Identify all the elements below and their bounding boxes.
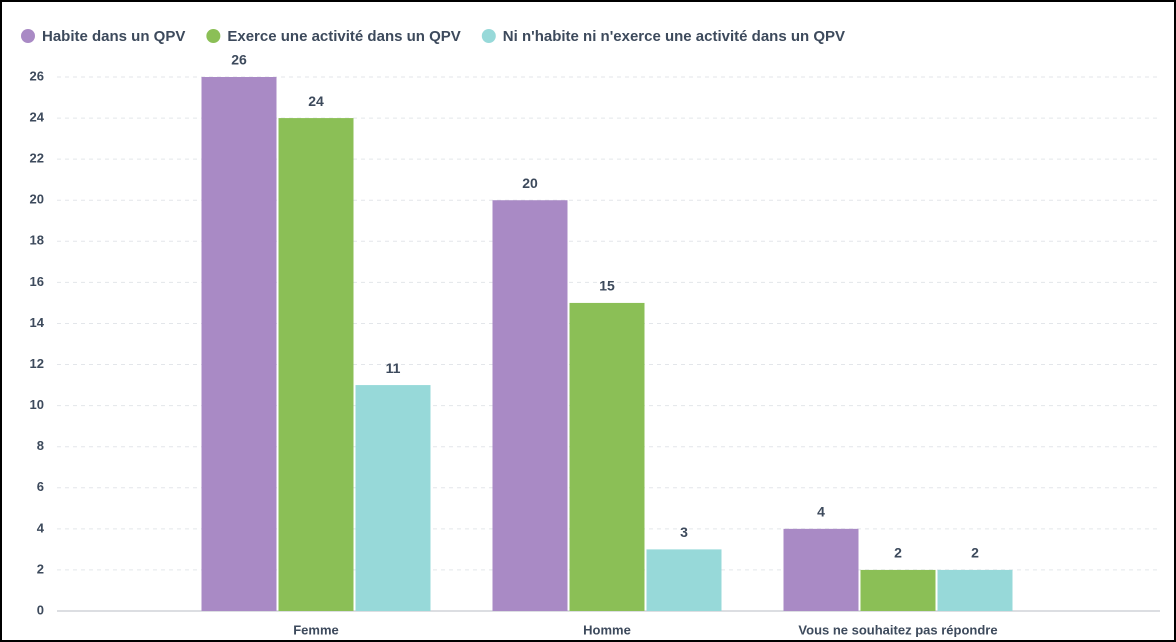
x-tick-label: Vous ne souhaitez pas répondre <box>798 622 997 637</box>
value-label: 3 <box>680 524 688 540</box>
value-label: 24 <box>308 93 324 109</box>
value-label: 2 <box>971 545 979 561</box>
y-tick-label: 10 <box>30 397 44 412</box>
legend-label: Habite dans un QPV <box>42 28 185 45</box>
legend-swatch <box>481 29 496 43</box>
bar <box>937 569 1013 611</box>
y-tick-label: 20 <box>30 192 44 207</box>
bar <box>278 118 354 612</box>
value-label: 4 <box>817 504 825 520</box>
y-tick-label: 16 <box>30 274 44 289</box>
y-tick-label: 6 <box>37 479 44 494</box>
bar <box>569 302 645 611</box>
x-tick-label: Femme <box>293 622 339 637</box>
y-tick-label: 14 <box>30 315 45 330</box>
y-tick-label: 26 <box>30 68 44 83</box>
bar <box>201 77 277 611</box>
y-tick-label: 22 <box>30 151 44 166</box>
y-tick-label: 2 <box>37 561 44 576</box>
bar <box>860 569 936 611</box>
y-tick-label: 0 <box>37 602 44 617</box>
legend-label: Ni n'habite ni n'exerce une activité dan… <box>503 28 845 45</box>
x-tick-label: Homme <box>583 622 631 637</box>
bar <box>783 528 859 611</box>
value-label: 2 <box>894 545 902 561</box>
bar <box>492 200 568 611</box>
value-label: 20 <box>522 175 538 191</box>
y-tick-label: 24 <box>30 110 45 125</box>
legend-swatch <box>21 29 35 43</box>
value-label: 11 <box>386 360 401 376</box>
value-label: 26 <box>231 52 247 68</box>
y-tick-label: 12 <box>30 356 44 371</box>
legend-swatch <box>206 29 221 43</box>
value-label: 15 <box>599 278 615 294</box>
y-tick-label: 8 <box>37 438 44 453</box>
y-tick-label: 4 <box>37 520 45 535</box>
bar <box>646 549 722 611</box>
y-tick-label: 18 <box>30 233 44 248</box>
bar <box>355 385 431 611</box>
legend-label: Exerce une activité dans un QPV <box>227 28 460 45</box>
